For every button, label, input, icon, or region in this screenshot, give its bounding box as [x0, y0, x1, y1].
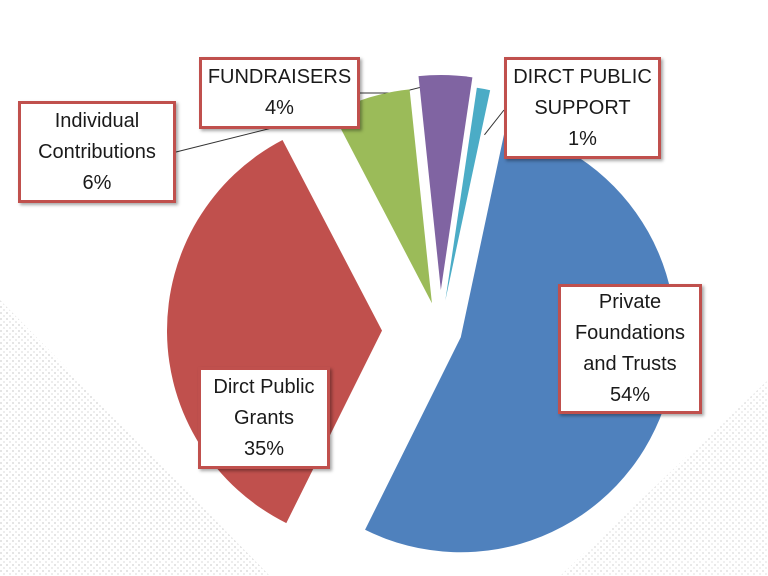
slice-label-text: Individual [54, 109, 140, 132]
slice-label-text: Contributions [38, 140, 156, 163]
slice-label-text: FUNDRAISERS [207, 66, 352, 88]
leader-line-direct-public-support [484, 109, 505, 136]
slice-value-label: 35% [243, 437, 285, 460]
slice-label-text: Foundations [574, 322, 686, 344]
slice-label-text: Grants [233, 406, 295, 429]
pie-slice-individual-contributions [332, 89, 432, 304]
slice-value-label: 54% [609, 384, 651, 406]
slice-label-text: SUPPORT [534, 96, 631, 119]
pie-slice-fundraisers [418, 75, 473, 291]
slice-value-label: 1% [568, 127, 597, 150]
slice-value-label: 4% [265, 97, 294, 119]
slice-label-fundraisers: FUNDRAISERS 4% [199, 57, 360, 129]
slice-label-text: DIRCT PUBLIC [513, 65, 652, 88]
pie-slice-direct-public-support [445, 87, 491, 301]
slice-label-individual-contributions: Individual Contributions 6% [18, 101, 176, 203]
slice-label-text: Private [598, 291, 662, 313]
slice-label-text: and Trusts [583, 353, 677, 375]
slice-value-label: 6% [82, 171, 112, 194]
slice-label-direct-public-support: DIRCT PUBLIC SUPPORT 1% [504, 57, 661, 159]
pie-slice-private-foundations [365, 126, 676, 553]
slice-label-text: Dirct Public [213, 375, 315, 398]
slice-label-direct-public-grants: Dirct Public Grants 35% [198, 367, 330, 469]
slice-label-private-foundations: Private Foundations and Trusts 54% [558, 284, 702, 414]
